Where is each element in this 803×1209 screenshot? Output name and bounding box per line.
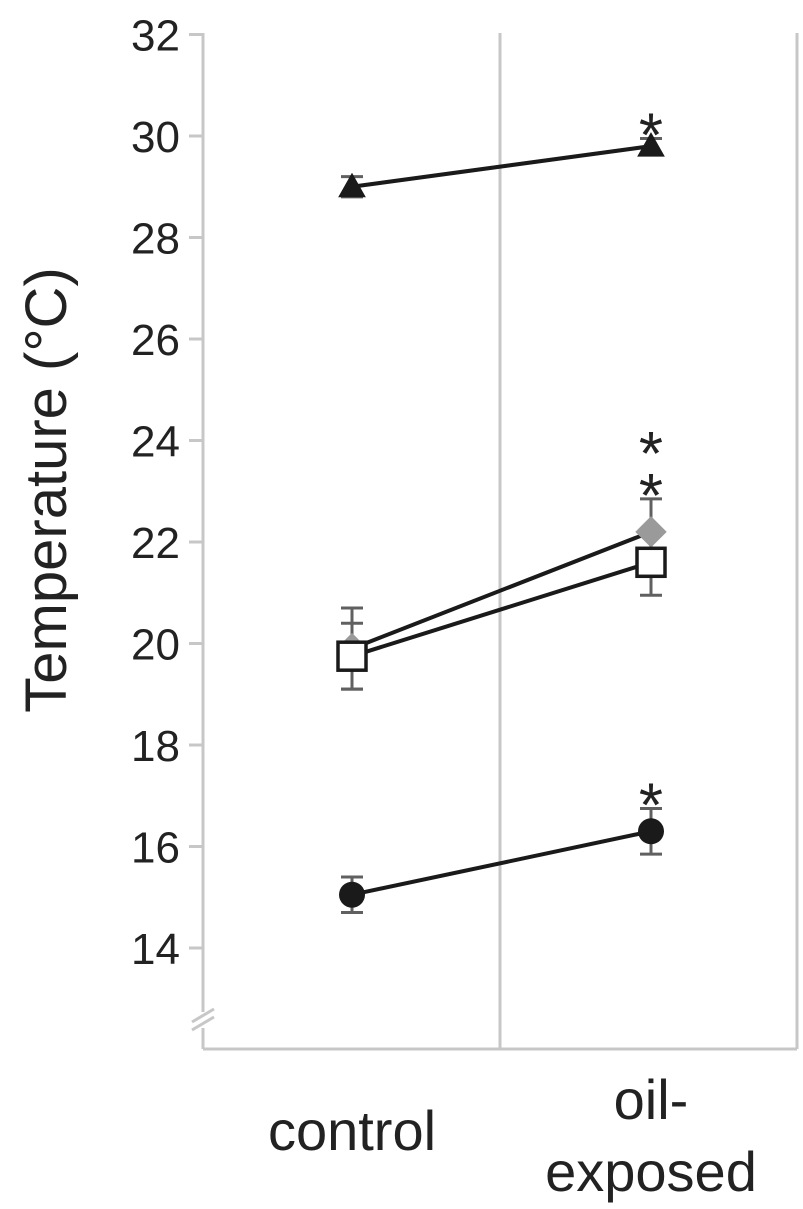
- y-tick-label: 16: [131, 824, 180, 873]
- series-line-triangle: [351, 144, 652, 189]
- axis-break-slash: [191, 1015, 215, 1032]
- y-tick-label: 28: [131, 215, 180, 264]
- y-tick-labels: 14 16 18 20 22 24 26 28 30 32: [131, 12, 180, 975]
- y-tick-label: 32: [131, 12, 180, 61]
- y-tick-label: 30: [131, 113, 180, 162]
- series-line-circle: [351, 829, 652, 897]
- series-line-square: [351, 560, 652, 659]
- axis-break-icon: [191, 1007, 215, 1032]
- axis-break-gap: [195, 1012, 211, 1028]
- significance-star: *: [639, 420, 663, 489]
- square-marker: [635, 546, 667, 579]
- axis-break-slash: [191, 1007, 215, 1024]
- y-tick-label: 14: [131, 925, 180, 974]
- significance-star: *: [639, 102, 663, 171]
- triangle-marker: [637, 132, 665, 157]
- x-category-labels: control oil-exposed: [268, 1068, 757, 1203]
- chart-series: [336, 132, 667, 914]
- y-tick-label: 22: [131, 519, 180, 568]
- x-category-label: exposed: [545, 1140, 757, 1203]
- circle-marker: [638, 818, 664, 845]
- x-category-label: control: [268, 1099, 436, 1162]
- triangle-marker: [338, 172, 366, 198]
- chart-axes: [189, 33, 799, 1051]
- x-category-label: oil-: [614, 1068, 689, 1131]
- y-axis-title: Temperature (°C): [14, 267, 79, 712]
- square-marker: [336, 640, 368, 672]
- circle-marker: [339, 881, 365, 908]
- y-tick-label: 18: [131, 722, 180, 771]
- series-line-diamond: [351, 529, 652, 651]
- y-tick-label: 26: [131, 316, 180, 365]
- significance-star: *: [639, 462, 663, 531]
- significance-star: *: [639, 771, 663, 840]
- y-tick-label: 24: [131, 418, 180, 467]
- significance-markers: ****: [639, 102, 663, 841]
- y-tick-label: 20: [131, 621, 180, 670]
